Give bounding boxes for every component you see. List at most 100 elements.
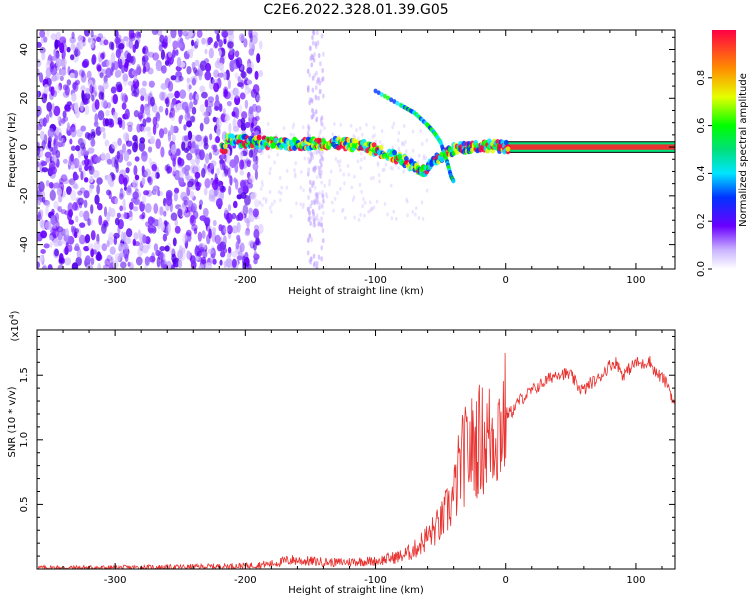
noise-blob (123, 61, 129, 73)
noise-blob (110, 86, 117, 94)
noise-blob (155, 63, 163, 72)
noise-blob (369, 176, 373, 181)
noise-blob (260, 180, 264, 185)
noise-blob (315, 117, 318, 123)
noise-blob (201, 168, 206, 178)
secondary-trace-blob (386, 95, 391, 101)
noise-blob (130, 32, 137, 39)
noise-blob (319, 61, 322, 67)
noise-blob (141, 125, 147, 133)
noise-blob (49, 164, 55, 176)
noise-blob (315, 192, 319, 198)
noise-blob (103, 75, 108, 84)
noise-blob (221, 172, 226, 178)
noise-blob (123, 132, 130, 141)
noise-blob (244, 86, 250, 95)
noise-blob (240, 117, 246, 125)
noise-blob (227, 41, 234, 49)
noise-blob (169, 107, 176, 118)
noise-blob (151, 252, 155, 262)
noise-blob (56, 187, 63, 197)
noise-blob (240, 71, 247, 79)
noise-blob (52, 228, 59, 239)
noise-blob (320, 216, 323, 222)
ridge-blob (317, 137, 323, 144)
noise-blob (250, 122, 255, 129)
noise-blob (258, 69, 263, 77)
noise-blob (269, 209, 273, 214)
noise-blob (88, 187, 93, 194)
noise-blob (209, 162, 214, 171)
noise-blob (276, 152, 280, 157)
noise-blob (198, 149, 205, 161)
noise-blob (328, 182, 331, 187)
noise-blob (243, 38, 248, 48)
noise-blob (376, 162, 380, 167)
noise-blob (248, 212, 255, 223)
noise-blob (307, 126, 311, 132)
noise-blob (40, 230, 48, 239)
noise-blob (317, 218, 320, 223)
noise-blob (187, 180, 194, 188)
noise-blob (314, 41, 318, 47)
noise-blob (308, 233, 312, 239)
noise-blob (99, 127, 106, 133)
noise-blob (308, 187, 312, 193)
noise-blob (152, 104, 158, 113)
noise-blob (334, 157, 338, 162)
noise-blob (225, 153, 231, 164)
noise-blob (78, 234, 86, 245)
noise-blob (421, 216, 425, 221)
figure-title: C2E6.2022.328.01.39.G05 (263, 2, 448, 18)
noise-blob (163, 210, 167, 217)
noise-blob (226, 252, 232, 260)
noise-blob (57, 195, 63, 203)
noise-blob (317, 53, 321, 59)
noise-blob (133, 110, 140, 118)
noise-blob (134, 39, 139, 50)
noise-blob (55, 52, 60, 60)
spectrogram-xtick-label: -100 (364, 275, 387, 286)
noise-blob (397, 131, 401, 136)
noise-blob (81, 60, 89, 68)
secondary-trace-blob (389, 97, 394, 103)
noise-blob (84, 235, 88, 244)
noise-blob (196, 250, 203, 257)
noise-blob (306, 207, 310, 213)
noise-blob (177, 249, 184, 260)
noise-blob (308, 100, 311, 106)
noise-blob (321, 76, 325, 82)
noise-blob (109, 246, 116, 255)
noise-blob (309, 203, 312, 209)
noise-blob (226, 224, 233, 235)
noise-blob (318, 205, 321, 211)
noise-blob (63, 234, 71, 243)
noise-blob (378, 179, 381, 184)
noise-blob (73, 49, 81, 57)
noise-blob (306, 85, 310, 91)
noise-blob (347, 172, 351, 177)
noise-blob (84, 158, 90, 166)
noise-blob (201, 37, 206, 45)
noise-blob (94, 113, 99, 124)
noise-blob (123, 212, 128, 220)
noise-blob (401, 140, 404, 145)
noise-blob (225, 113, 229, 119)
noise-blob (170, 30, 177, 39)
noise-blob (191, 224, 198, 232)
noise-blob (289, 214, 293, 219)
noise-blob (233, 87, 241, 99)
noise-blob (47, 264, 53, 269)
noise-blob (60, 174, 68, 182)
noise-blob (105, 67, 112, 78)
spectrogram-xtick-label: -300 (104, 275, 127, 286)
noise-blob (110, 208, 116, 218)
noise-blob (59, 75, 64, 82)
noise-blob (309, 256, 313, 262)
noise-blob (218, 49, 222, 57)
noise-blob (117, 137, 122, 146)
noise-blob (177, 39, 184, 49)
noise-blob (231, 258, 237, 269)
secondary-trace-blob (382, 93, 387, 99)
noise-blob (210, 168, 215, 175)
